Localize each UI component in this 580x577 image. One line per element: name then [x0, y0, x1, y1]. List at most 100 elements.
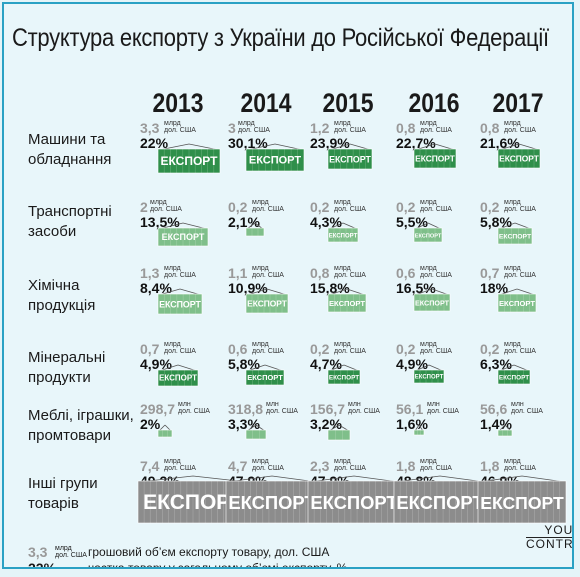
value-unit: млн дол. США: [348, 401, 380, 415]
export-container-box: ЕКСПОРТ: [157, 364, 199, 387]
export-container-box: ЕКСПОРТ: [477, 475, 567, 524]
export-container-box: ЕКСПОРТ: [497, 364, 531, 385]
share-percent: 13,5%: [140, 214, 180, 230]
share-percent: 6,3%: [480, 356, 512, 372]
export-container-box: ЕКСПОРТ: [413, 288, 451, 312]
export-value: 0,2: [396, 341, 416, 357]
logo: YOU CONTROL: [526, 524, 572, 551]
export-container-box: ЕКСПОРТ: [327, 222, 359, 243]
export-value: 0,2: [480, 199, 500, 215]
share-percent: 5,8%: [480, 214, 512, 230]
box-label: ЕКСПОРТ: [415, 154, 456, 164]
value-unit: млн дол. США: [266, 401, 298, 415]
value-unit: млн дол. США: [178, 401, 210, 415]
export-value: 3: [228, 120, 236, 136]
export-container-box: ЕКСПОРТ: [245, 364, 285, 386]
export-value: 0,8: [396, 120, 416, 136]
page-title: Структура експорту з України до Російськ…: [12, 24, 549, 52]
infographic: Структура експорту з України до Російськ…: [2, 2, 574, 569]
export-container-box: ЕКСПОРТ: [497, 288, 537, 313]
value-unit: млрд дол. США: [164, 341, 196, 355]
box-label: ЕКСПОРТ: [499, 299, 535, 308]
box-label: ЕКСПОРТ: [247, 299, 288, 309]
value-unit: млрд дол. США: [334, 199, 366, 213]
export-container-box: ЕКСПОРТ: [413, 364, 445, 384]
value-unit: млрд дол. США: [334, 341, 366, 355]
box-label: ЕКСПОРТ: [415, 298, 450, 307]
share-percent: 2%: [140, 416, 161, 432]
category-label: Інші групи товарів: [28, 475, 98, 512]
value-unit: млрд дол. США: [504, 265, 536, 279]
export-container-box: ЕКСПОРТ: [413, 143, 457, 169]
value-unit: млрд дол. США: [164, 458, 196, 472]
export-value: 0,2: [310, 341, 330, 357]
value-unit: млрд дол. США: [252, 199, 284, 213]
export-value: 0,8: [310, 265, 330, 281]
value-unit: млрд дол. США: [334, 265, 366, 279]
category-label: Машини та обладнання: [28, 131, 112, 168]
value-unit: млрд дол. США: [420, 265, 452, 279]
export-container-box: ЕКСПОРТ: [497, 222, 533, 245]
export-container-box: ЕКСПОРТ: [157, 288, 203, 315]
share-percent: 4,3%: [310, 214, 342, 230]
export-value: 1,2: [310, 120, 330, 136]
export-container-box: ЕКСПОРТ: [157, 222, 209, 247]
share-percent: 3,2%: [310, 416, 342, 432]
value-unit: млрд дол. США: [252, 341, 284, 355]
value-unit: млрд дол. США: [504, 458, 536, 472]
category-label: Хімічна продукція: [28, 277, 96, 314]
legend-value-text: грошовий об’єм експорту товару, дол. США: [88, 545, 330, 559]
export-value: 0,6: [228, 341, 248, 357]
box-label: ЕКСПОРТ: [499, 374, 529, 381]
box-label: ЕКСПОРТ: [415, 375, 444, 381]
category-label: Транспортні засоби: [28, 203, 112, 240]
export-value: 0,2: [310, 199, 330, 215]
box-label: ЕКСПОРТ: [162, 232, 205, 242]
export-value: 1,1: [228, 265, 248, 281]
export-container-box: ЕКСПОРТ: [245, 143, 305, 172]
legend-unit: млрд дол. США: [55, 545, 87, 559]
box-label: ЕКСПОРТ: [228, 492, 316, 513]
box-label: ЕКСПОРТ: [329, 154, 371, 164]
box-label: ЕКСПОРТ: [415, 233, 442, 239]
year-label: 2016: [408, 88, 460, 118]
export-value: 4,7: [228, 458, 248, 474]
export-value: 0,2: [228, 199, 248, 215]
value-unit: млрд дол. США: [164, 120, 196, 134]
box-label: ЕКСПОРТ: [310, 492, 398, 513]
value-unit: млрд дол. США: [420, 341, 452, 355]
export-value: 56,1: [396, 401, 424, 417]
box-label: ЕКСПОРТ: [249, 155, 302, 167]
box-label: ЕКСПОРТ: [499, 234, 532, 241]
export-container-box: ЕКСПОРТ: [393, 475, 487, 524]
export-value: 0,6: [396, 265, 416, 281]
box-label: ЕКСПОРТ: [247, 373, 283, 382]
category-label: Меблі, іграшки, промтовари: [28, 407, 134, 444]
value-unit: млрд дол. США: [420, 199, 452, 213]
share-percent: 22%: [140, 135, 169, 151]
export-value: 7,4: [140, 458, 160, 474]
share-percent: 4,7%: [310, 356, 342, 372]
export-container-box: ЕКСПОРТ: [327, 364, 361, 385]
share-percent: 18%: [480, 280, 509, 296]
value-unit: млрд дол. США: [504, 199, 536, 213]
export-value: 2,3: [310, 458, 330, 474]
export-value: 0,2: [480, 341, 500, 357]
value-unit: млн дол. США: [427, 401, 459, 415]
year-label: 2015: [322, 88, 374, 118]
share-percent: 8,4%: [140, 280, 172, 296]
export-container-box: ЕКСПОРТ: [327, 143, 373, 170]
export-value: 0,2: [396, 199, 416, 215]
export-container-box: [327, 424, 351, 441]
export-container-box: ЕКСПОРТ: [245, 288, 289, 314]
value-unit: млрд дол. США: [252, 265, 284, 279]
year-label: 2014: [240, 88, 292, 118]
export-value: 0,7: [480, 265, 500, 281]
export-container-box: ЕКСПОРТ: [307, 475, 401, 524]
box-label: ЕКСПОРТ: [161, 154, 219, 168]
value-unit: млрд дол. США: [334, 458, 366, 472]
export-value: 318,8: [228, 401, 264, 417]
box-label: ЕКСПОРТ: [159, 299, 201, 309]
share-percent: 1,4%: [480, 416, 512, 432]
export-value: 0,7: [140, 341, 160, 357]
